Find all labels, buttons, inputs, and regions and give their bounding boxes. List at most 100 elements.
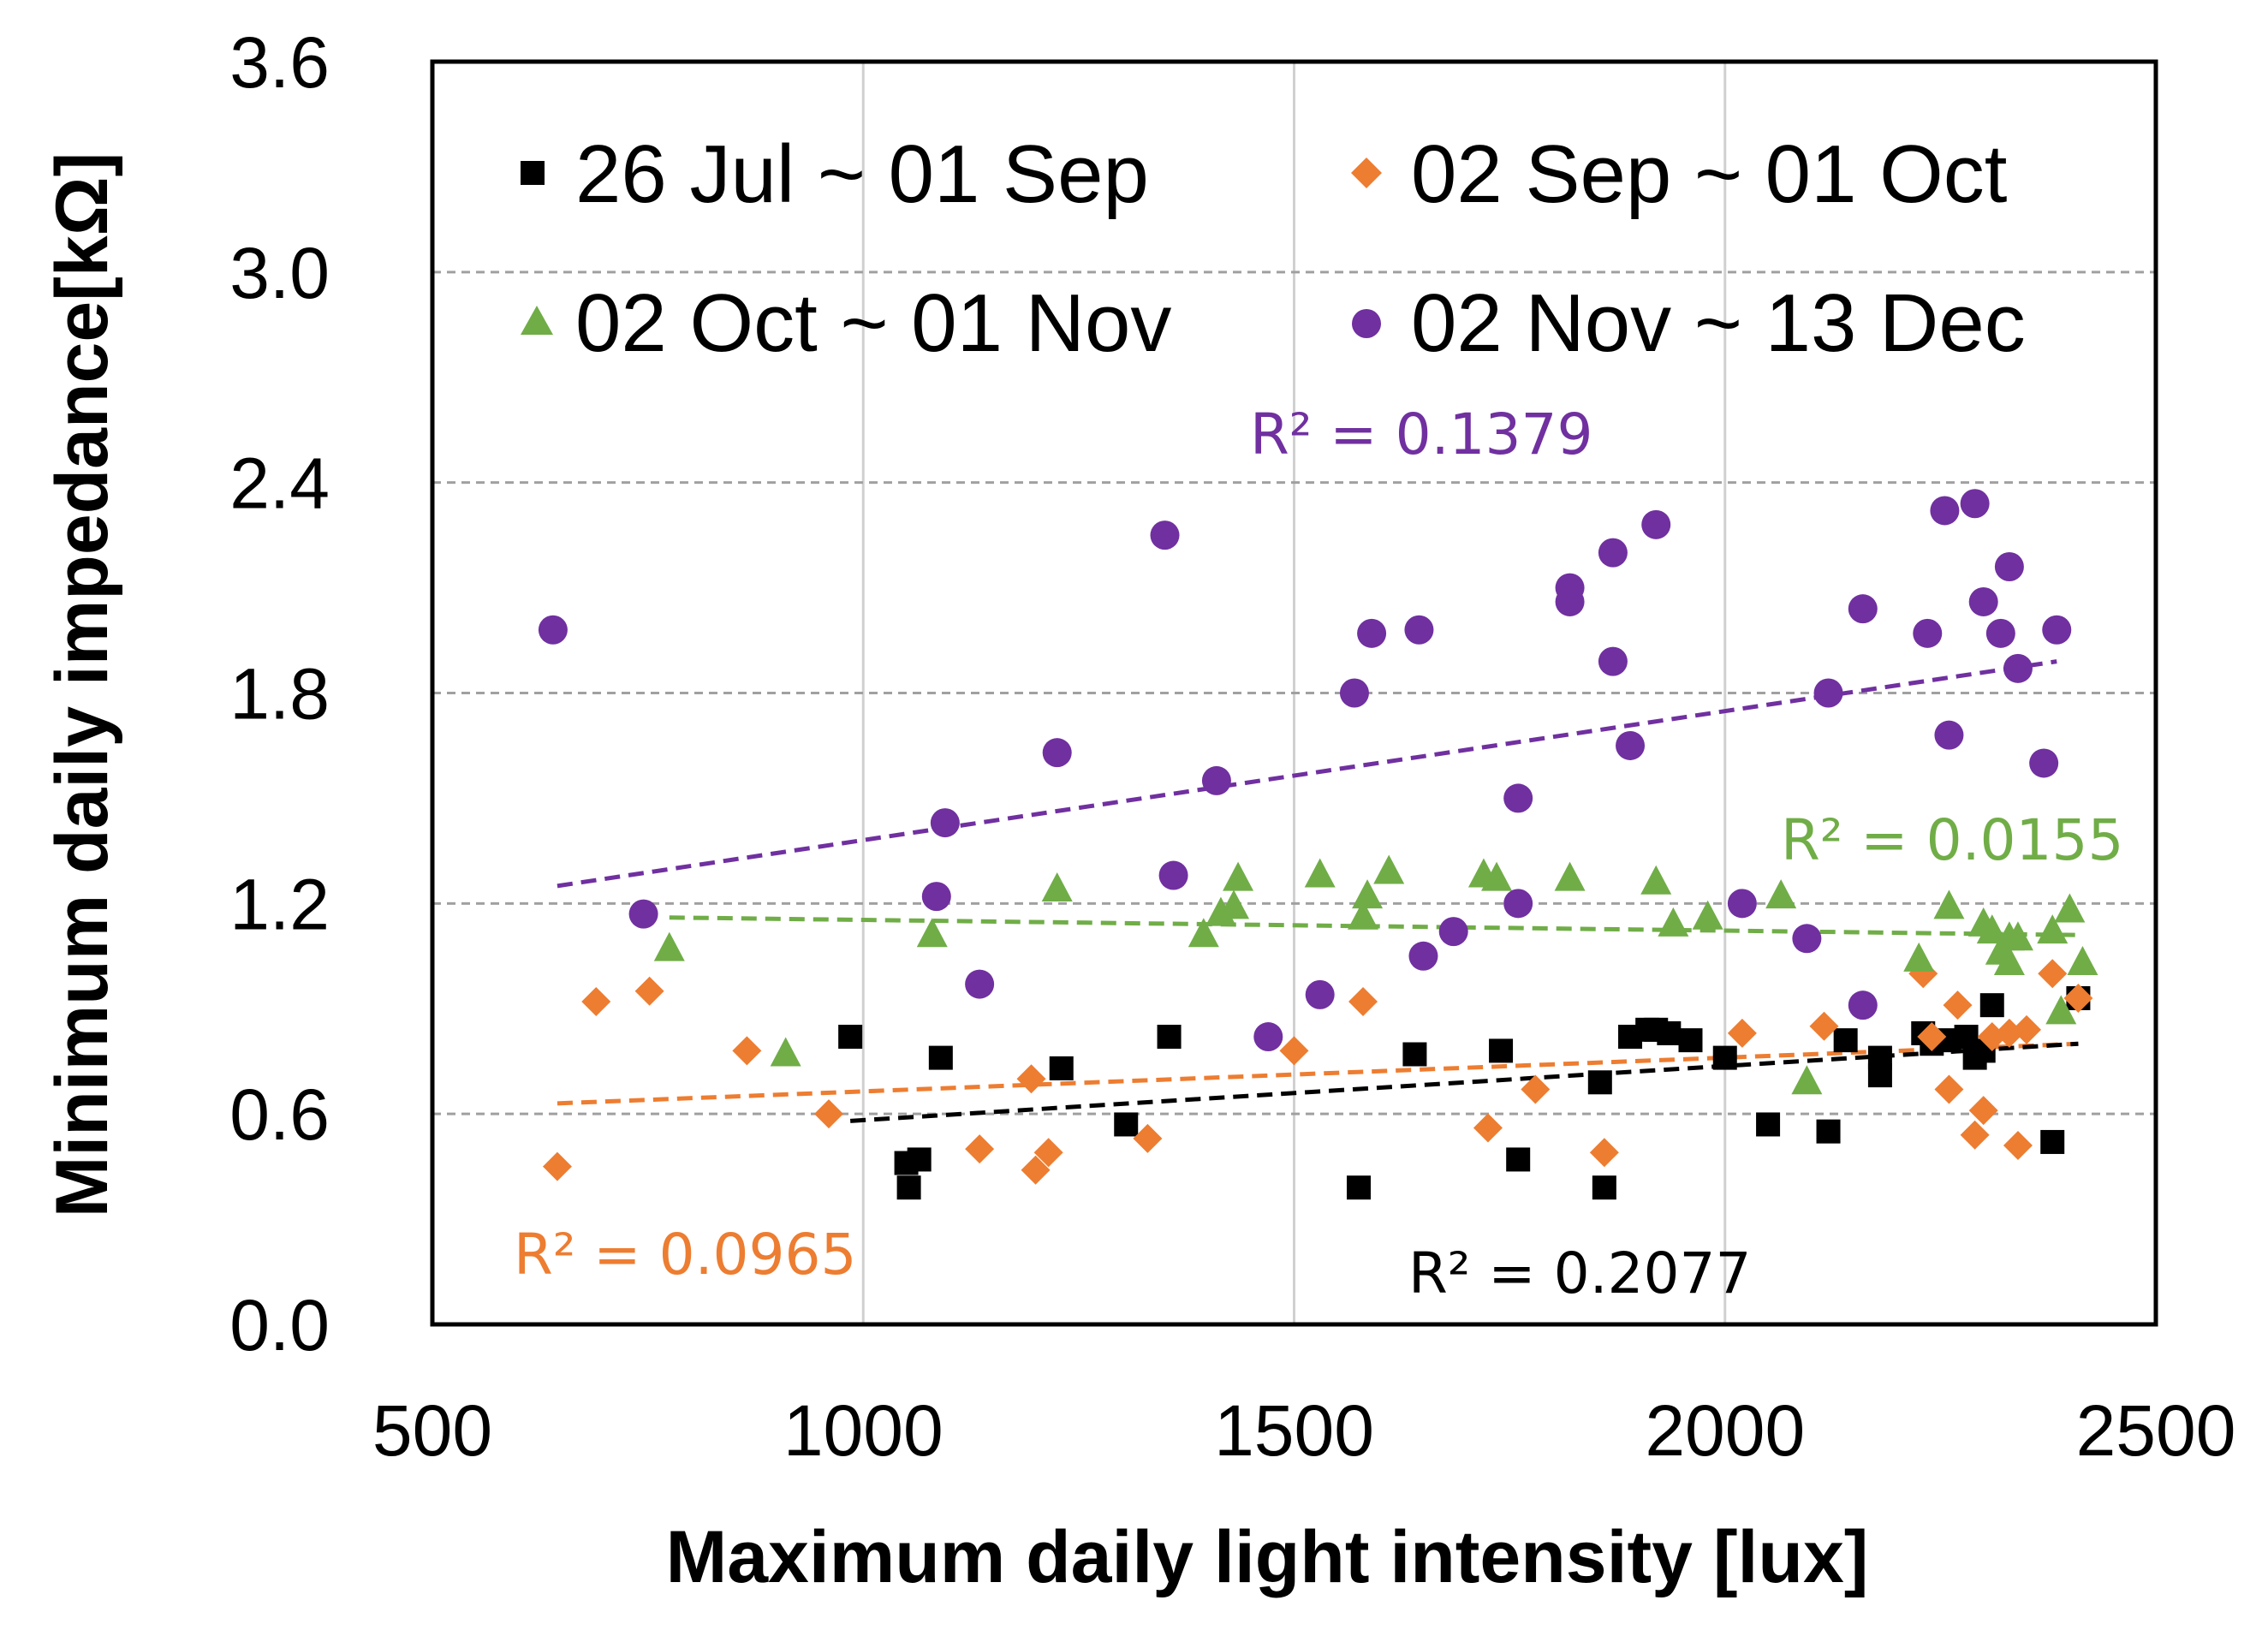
data-point-triangle xyxy=(1218,889,1250,919)
data-point-triangle xyxy=(2054,893,2086,923)
legend-label-nov-dec: 02 Nov ~ 13 Dec xyxy=(1411,277,2026,369)
data-point-diamond xyxy=(1033,1138,1063,1168)
x-tick-label: 500 xyxy=(372,1390,492,1471)
y-tick-label: 3.0 xyxy=(229,233,330,313)
data-point-circle xyxy=(1727,889,1757,919)
trendline xyxy=(849,1041,2079,1123)
data-point-diamond xyxy=(965,1134,995,1164)
data-point-diamond xyxy=(634,976,664,1006)
data-point-triangle xyxy=(1373,854,1405,884)
data-point-square xyxy=(1756,1112,1781,1137)
data-point-triangle xyxy=(1933,889,1965,919)
data-point-triangle xyxy=(770,1037,801,1067)
data-point-diamond xyxy=(2012,1014,2042,1044)
data-point-circle xyxy=(1848,594,1878,624)
x-tick-label: 1500 xyxy=(1214,1390,1374,1471)
x-tick-label: 2000 xyxy=(1645,1390,1805,1471)
x-tick-label: 1000 xyxy=(783,1390,944,1471)
data-point-circle xyxy=(1968,586,1998,616)
data-point-triangle xyxy=(916,918,948,948)
data-point-circle xyxy=(1158,860,1188,890)
data-point-circle xyxy=(1408,941,1438,971)
data-point-square xyxy=(1712,1045,1737,1070)
data-point-circle xyxy=(1598,646,1628,676)
data-point-diamond xyxy=(1021,1155,1051,1185)
data-point-diamond xyxy=(1943,990,1973,1020)
data-point-circle xyxy=(1930,496,1960,526)
data-point-diamond xyxy=(1521,1074,1551,1104)
data-point-square xyxy=(1049,1056,1074,1080)
data-point-triangle xyxy=(1223,861,1254,891)
data-point-square xyxy=(1114,1112,1139,1137)
data-point-circle xyxy=(1150,521,1180,550)
data-point-diamond xyxy=(1348,987,1378,1017)
data-point-circle xyxy=(921,882,951,912)
data-point-diamond xyxy=(1473,1113,1503,1143)
trendline xyxy=(557,1041,2079,1106)
r2-label-oct-nov: R² = 0.0155 xyxy=(1781,807,2124,873)
data-point-circle xyxy=(628,899,658,929)
data-point-square xyxy=(1678,1028,1703,1053)
legend-marker-circle xyxy=(1352,309,1381,338)
data-point-circle xyxy=(1503,889,1533,919)
data-point-diamond xyxy=(1727,1018,1757,1048)
data-point-diamond xyxy=(2038,959,2068,989)
data-point-square xyxy=(1489,1038,1514,1063)
data-point-square xyxy=(1816,1119,1841,1144)
data-point-square xyxy=(1833,1028,1858,1053)
data-point-circle xyxy=(2029,748,2059,778)
data-point-circle xyxy=(2042,615,2072,645)
data-point-diamond xyxy=(813,1099,843,1129)
x-tick-label: 2500 xyxy=(2076,1390,2236,1471)
data-point-triangle xyxy=(2002,921,2033,951)
data-point-square xyxy=(838,1025,863,1050)
x-axis-ticks: 500 1000 1500 2000 2500 xyxy=(372,1390,2236,1471)
data-point-diamond xyxy=(1279,1036,1309,1066)
data-point-circle xyxy=(1792,924,1822,954)
data-point-square xyxy=(1657,1020,1682,1045)
trendline xyxy=(557,659,2057,889)
data-point-triangle xyxy=(1993,945,2025,975)
data-point-triangle xyxy=(1188,918,1219,948)
data-point-circle xyxy=(1994,552,2024,581)
data-point-circle xyxy=(965,969,995,999)
data-point-diamond xyxy=(1934,1074,1964,1104)
r2-label-sep-oct: R² = 0.0965 xyxy=(514,1222,857,1288)
legend-marker-diamond xyxy=(1351,158,1382,188)
data-point-diamond xyxy=(1133,1123,1163,1153)
data-point-triangle xyxy=(1976,914,2008,944)
data-point-circle xyxy=(1641,509,1671,539)
data-point-triangle xyxy=(1692,900,1723,930)
x-axis-title: Maximum daily light intensity [lux] xyxy=(666,1516,1869,1598)
data-point-diamond xyxy=(1809,1011,1839,1041)
data-point-circle xyxy=(1555,586,1585,616)
plot-area-border xyxy=(430,59,2158,1327)
y-tick-label: 1.8 xyxy=(229,654,330,735)
data-point-circle xyxy=(538,615,568,645)
data-point-diamond xyxy=(542,1151,572,1181)
legend-label-sep-oct: 02 Sep ~ 01 Oct xyxy=(1411,128,2007,220)
r2-label-nov-dec: R² = 0.1379 xyxy=(1250,402,1593,467)
data-point-diamond xyxy=(581,987,611,1017)
data-point-diamond xyxy=(1917,1022,1947,1052)
data-point-square xyxy=(1867,1063,1892,1088)
data-point-diamond xyxy=(732,1036,762,1066)
data-point-circle xyxy=(1913,618,1943,648)
data-point-triangle xyxy=(1352,879,1384,909)
data-point-square xyxy=(1506,1147,1531,1172)
data-point-diamond xyxy=(1589,1138,1619,1168)
data-points xyxy=(538,489,2098,1200)
data-point-triangle xyxy=(1658,907,1689,937)
data-point-triangle xyxy=(1554,861,1586,891)
data-point-circle xyxy=(1201,765,1231,795)
legend-marker-triangle xyxy=(521,306,553,335)
data-point-square xyxy=(896,1175,921,1200)
y-tick-label: 1.2 xyxy=(229,864,330,944)
y-axis-title: Minimum daily impedance[kΩ] xyxy=(41,152,123,1218)
data-point-square xyxy=(1346,1175,1371,1200)
data-point-circle xyxy=(1438,917,1468,947)
y-tick-label: 0.0 xyxy=(229,1285,330,1365)
data-point-triangle xyxy=(1348,900,1379,930)
data-point-square xyxy=(1979,993,2004,1018)
